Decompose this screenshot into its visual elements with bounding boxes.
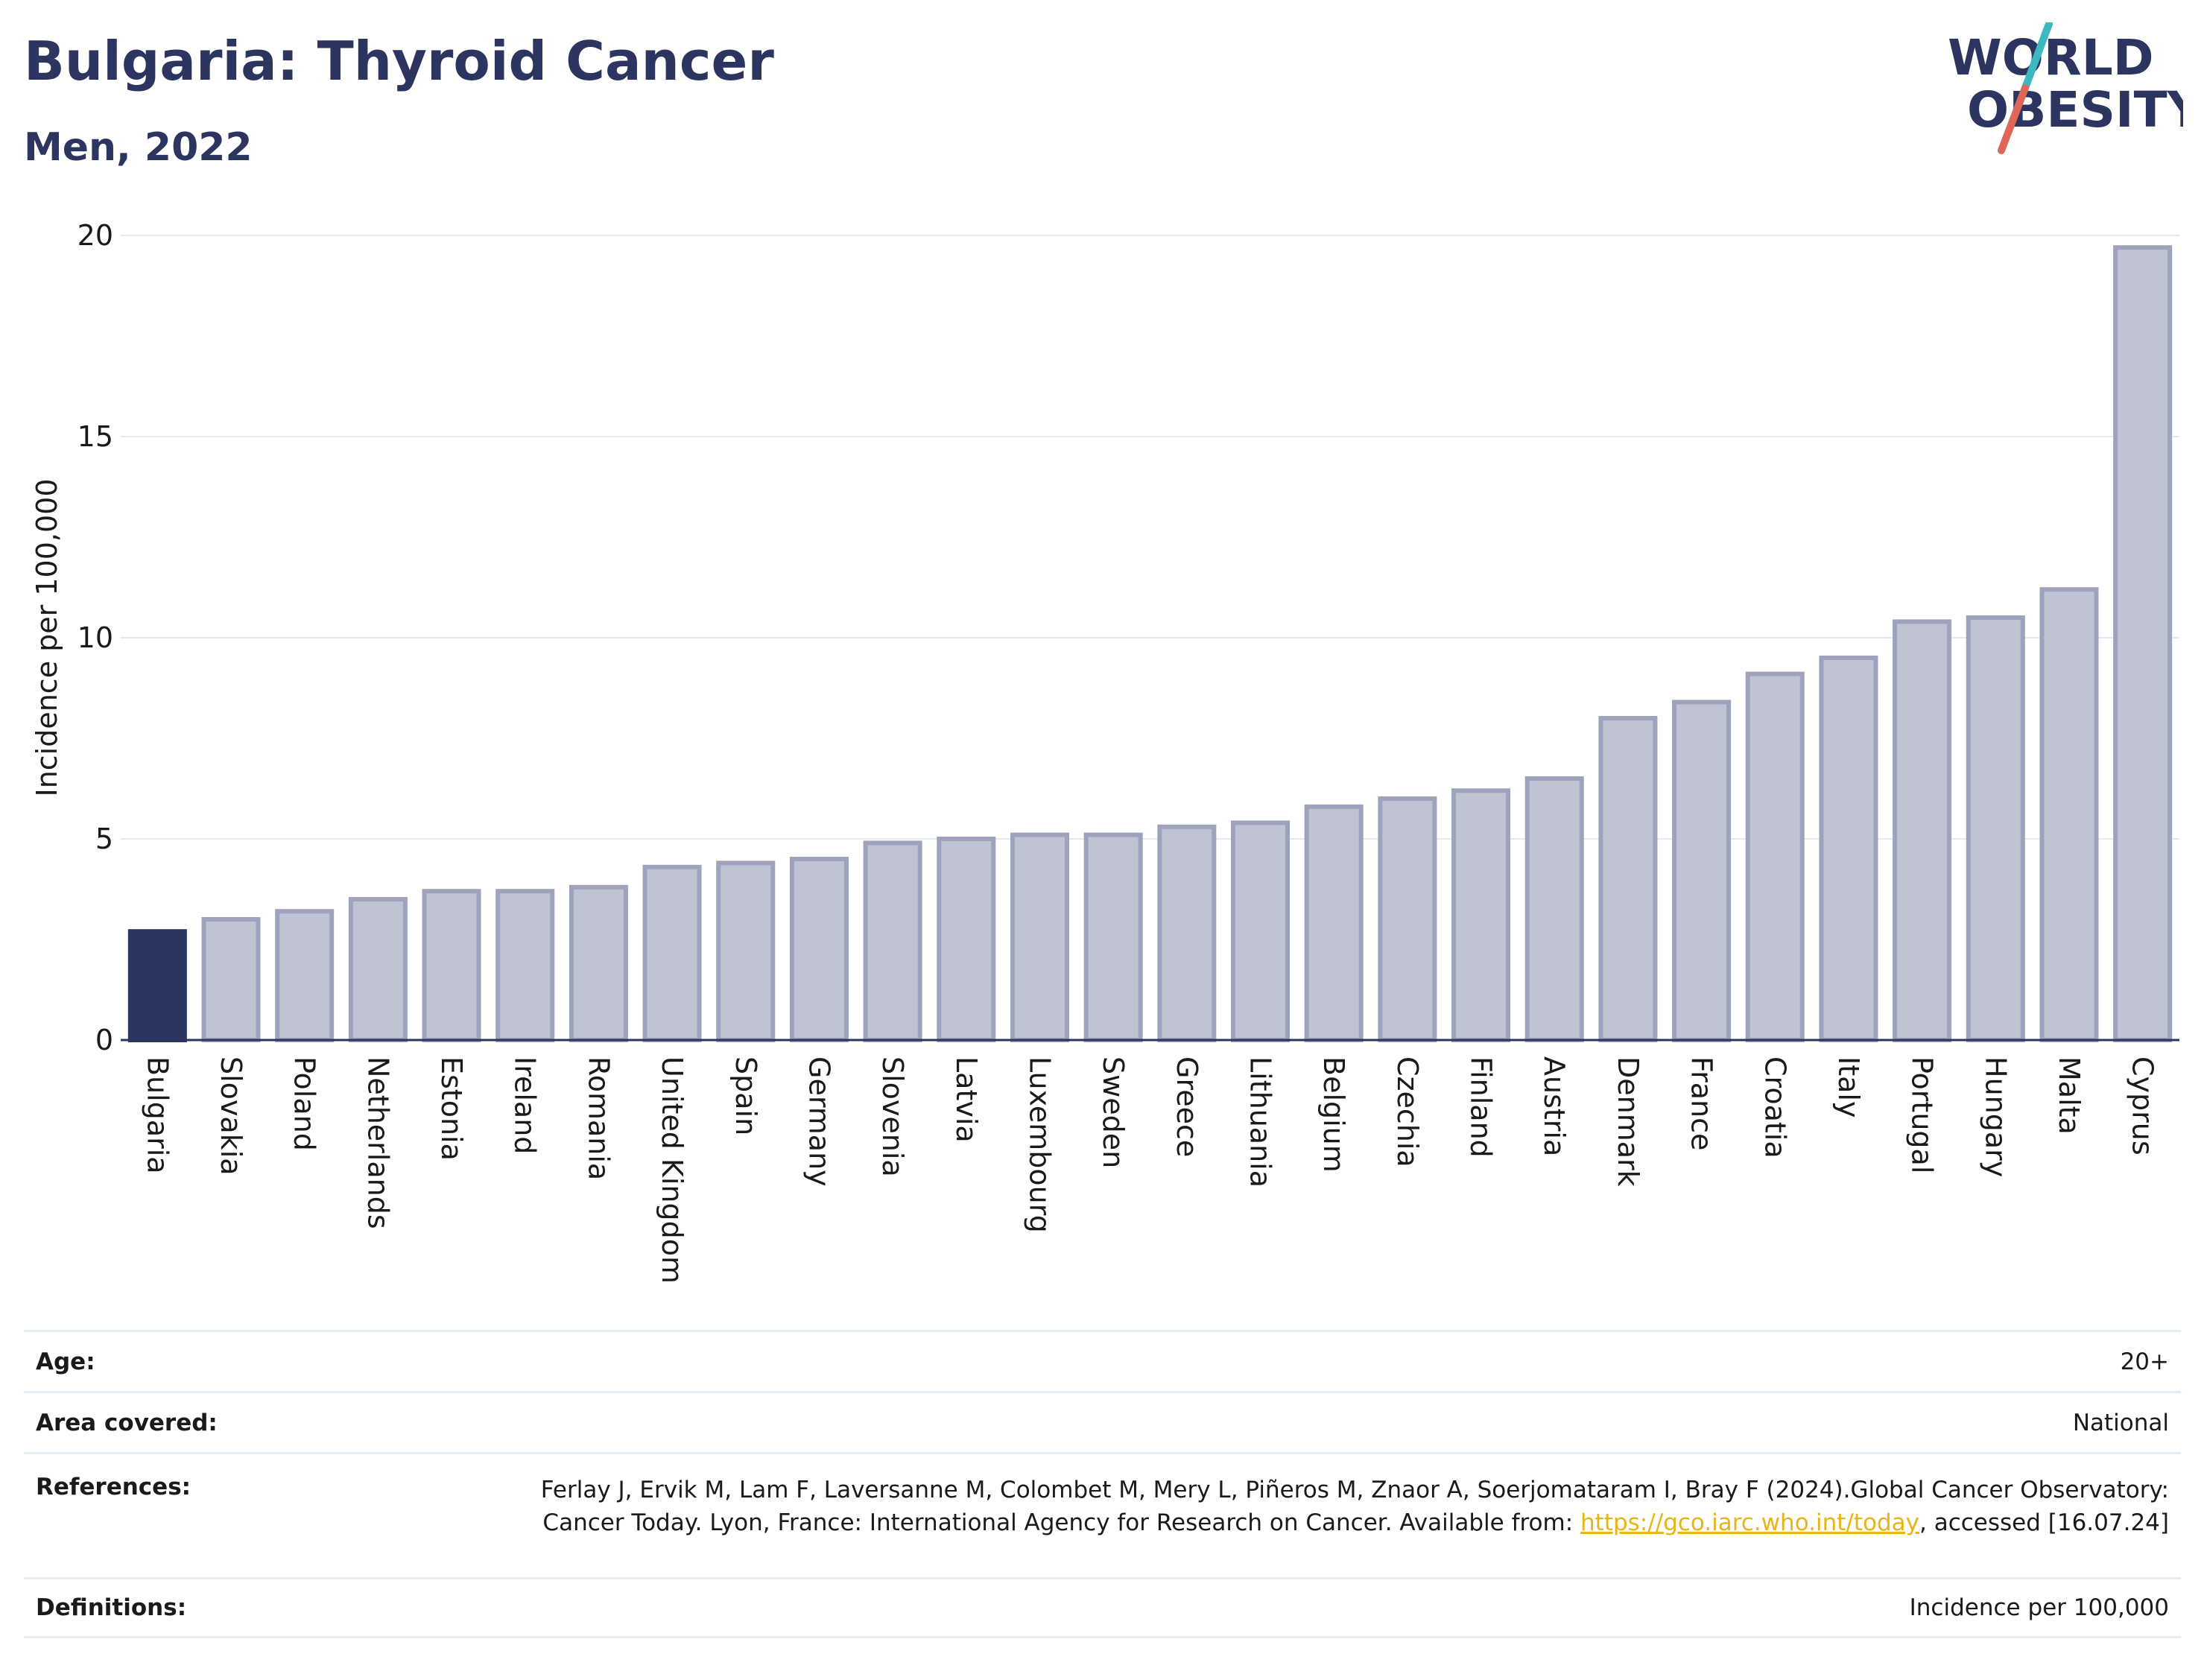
y-tick-label: 15 — [77, 420, 113, 453]
x-tick-label: Portugal — [1906, 1056, 1939, 1173]
chart-subtitle: Men, 2022 — [24, 125, 253, 170]
bars — [127, 245, 2173, 1043]
x-tick-label: Finland — [1465, 1056, 1498, 1158]
x-tick-label: Latvia — [950, 1056, 983, 1143]
bar-croatia — [1745, 671, 1805, 1042]
bar-slovakia — [201, 917, 261, 1042]
world-obesity-logo: WORLD OBESITY — [1948, 22, 2183, 154]
bar-denmark — [1598, 716, 1658, 1042]
definitions-row: Definitions: Incidence per 100,000 — [24, 1577, 2181, 1638]
area-row: Area covered: National — [24, 1391, 2181, 1452]
age-row: Age: 20+ — [24, 1330, 2181, 1391]
x-tick-label: Germany — [802, 1056, 835, 1187]
x-tick-label: France — [1685, 1056, 1718, 1150]
bar-portugal — [1893, 619, 1952, 1042]
y-axis-ticks: 0 5 10 15 20 — [77, 219, 113, 1056]
x-tick-label: Slovenia — [876, 1056, 909, 1177]
x-tick-label: Luxembourg — [1023, 1056, 1056, 1233]
y-tick-label: 20 — [77, 219, 113, 252]
bar-sweden — [1083, 832, 1143, 1042]
bar-cyprus — [2113, 245, 2173, 1043]
bar-bulgaria — [127, 929, 187, 1042]
bar-finland — [1451, 788, 1511, 1042]
age-label: Age: — [36, 1348, 95, 1375]
info-table: Age: 20+ Area covered: National Referenc… — [24, 1330, 2181, 1638]
references-text-2: , accessed [16.07.24] — [1919, 1509, 2169, 1536]
x-tick-label: Greece — [1171, 1056, 1203, 1157]
bar-hungary — [1966, 615, 2025, 1042]
x-tick-label: Romania — [582, 1056, 615, 1180]
x-tick-label: Sweden — [1097, 1056, 1130, 1168]
references-row: References: Ferlay J, Ervik M, Lam F, La… — [24, 1452, 2181, 1577]
age-value: 20+ — [2120, 1348, 2169, 1375]
bar-luxembourg — [1010, 832, 1069, 1042]
x-tick-label: Netherlands — [361, 1056, 394, 1229]
x-tick-label: Slovakia — [215, 1056, 247, 1176]
x-tick-label: Italy — [1832, 1056, 1865, 1118]
bar-belgium — [1304, 804, 1364, 1043]
logo-line-1: WORLD — [1948, 29, 2154, 86]
bar-austria — [1524, 776, 1584, 1042]
bar-latvia — [937, 837, 996, 1042]
y-tick-label: 5 — [95, 822, 113, 855]
bar-estonia — [422, 889, 481, 1042]
bar-united-kingdom — [642, 864, 702, 1043]
y-tick-label: 10 — [77, 621, 113, 654]
area-value: National — [2072, 1409, 2169, 1436]
y-tick-label: 0 — [95, 1024, 113, 1056]
x-tick-label: Malta — [2053, 1056, 2086, 1135]
logo-slash-coral — [1998, 84, 2029, 154]
references-value: Ferlay J, Ervik M, Lam F, Laversanne M, … — [455, 1474, 2181, 1539]
bar-greece — [1157, 824, 1217, 1043]
x-tick-label: Czechia — [1391, 1056, 1424, 1167]
x-tick-label: Poland — [288, 1056, 321, 1151]
bar-poland — [275, 909, 335, 1042]
bar-netherlands — [348, 897, 408, 1042]
x-tick-label: Lithuania — [1244, 1056, 1277, 1188]
x-tick-label: United Kingdom — [656, 1056, 688, 1284]
x-tick-label: Croatia — [1758, 1056, 1791, 1158]
bar-lithuania — [1231, 820, 1291, 1043]
bar-chart: 0 5 10 15 20 Bulgaria Slovakia Poland Netherlan… — [31, 219, 2179, 1284]
bar-slovenia — [863, 840, 922, 1043]
bar-malta — [2039, 587, 2099, 1042]
x-tick-label: Estonia — [435, 1056, 468, 1161]
chart-title: Bulgaria: Thyroid Cancer — [24, 30, 774, 92]
bar-germany — [789, 857, 849, 1042]
x-tick-label: Bulgaria — [141, 1056, 174, 1174]
area-label: Area covered: — [36, 1409, 218, 1436]
logo-line-2: OBESITY — [1967, 81, 2183, 139]
bar-italy — [1819, 656, 1878, 1042]
y-axis-label: Incidence per 100,000 — [31, 478, 63, 796]
bar-ireland — [495, 889, 555, 1042]
references-link[interactable]: https://gco.iarc.who.int/today — [1580, 1509, 1919, 1536]
x-tick-label: Spain — [729, 1056, 762, 1135]
x-axis-ticks: Bulgaria Slovakia Poland Netherlands Estonia… — [141, 1056, 2159, 1284]
logo-slash-teal — [2021, 22, 2053, 92]
x-tick-label: Hungary — [1979, 1056, 2012, 1177]
bar-romania — [569, 884, 628, 1043]
x-tick-label: Belgium — [1317, 1056, 1350, 1173]
x-tick-label: Austria — [1538, 1056, 1571, 1156]
bar-france — [1672, 700, 1732, 1043]
bar-spain — [716, 860, 776, 1043]
x-tick-label: Denmark — [1612, 1056, 1644, 1187]
references-text-1: Ferlay J, Ervik M, Lam F, Laversanne M, … — [540, 1477, 2169, 1536]
references-label: References: — [36, 1474, 191, 1500]
definitions-value: Incidence per 100,000 — [1909, 1594, 2169, 1621]
x-tick-label: Cyprus — [2127, 1056, 2159, 1156]
x-tick-label: Ireland — [509, 1056, 542, 1154]
definitions-label: Definitions: — [36, 1594, 187, 1621]
bar-czechia — [1378, 796, 1437, 1042]
